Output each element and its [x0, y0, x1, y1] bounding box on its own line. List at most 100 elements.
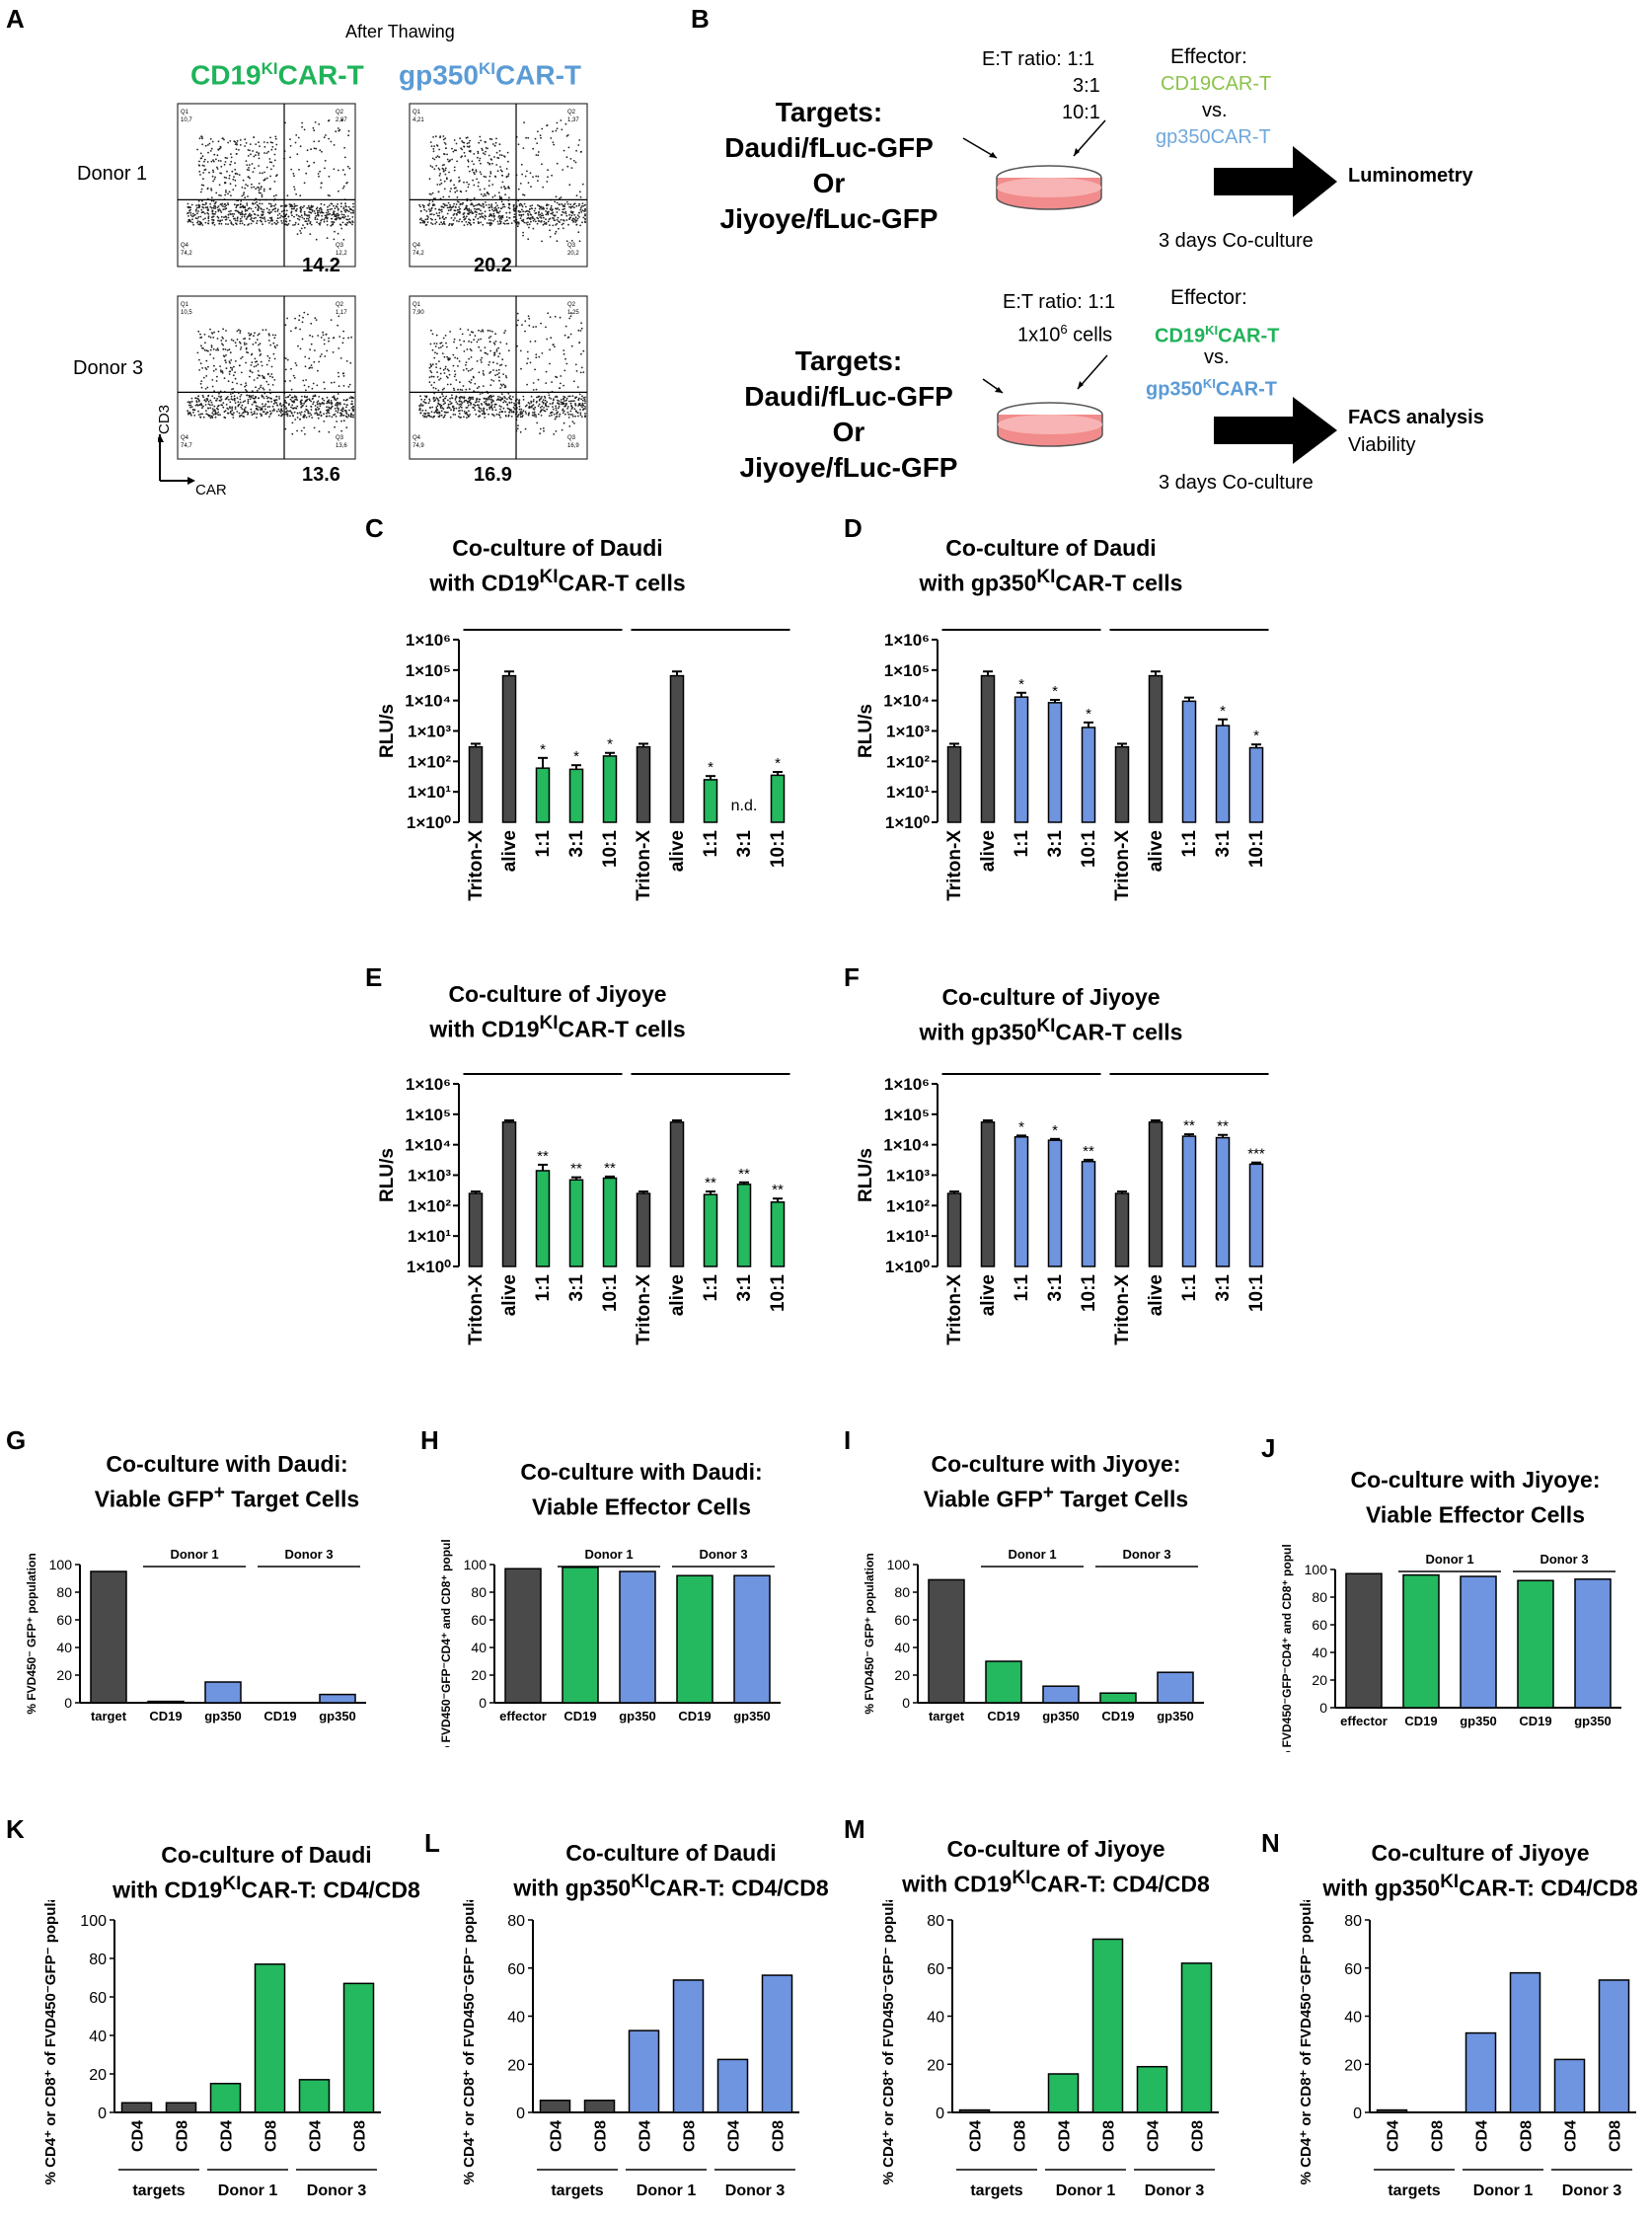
bar [1248, 1163, 1264, 1267]
x-tick-label: CD8 [352, 2120, 369, 2152]
y-tick-label: 1×10⁶ [884, 631, 930, 650]
chart-g: 0 20 40 60 80 100 % FVD450⁻ GFP⁺ population Don… [25, 1547, 366, 1723]
bar [501, 1121, 517, 1267]
x-tick-label: CD19 [1519, 1714, 1551, 1728]
bar [535, 767, 551, 823]
flow-value-d3-gp350: 16.9 [474, 464, 512, 486]
bar [147, 1700, 185, 1704]
y-tick-label: 20 [927, 2057, 944, 2074]
bar [568, 1179, 584, 1267]
svg-text:Q1: Q1 [413, 110, 421, 115]
bar [1215, 725, 1231, 823]
y-tick-label: 0 [902, 1695, 910, 1711]
group-label: Donor 1 [637, 2182, 697, 2199]
bar [120, 2102, 153, 2113]
x-tick-label: 1:1 [533, 830, 554, 858]
bar [562, 1567, 599, 1704]
significance-label: ** [537, 1148, 549, 1165]
x-tick-label: 1:1 [1012, 1274, 1032, 1302]
y-tick-label: 1×10⁶ [406, 1075, 451, 1094]
bar [958, 2108, 991, 2113]
col1-title: CD19KICAR-T [190, 59, 364, 91]
x-tick-label: 3:1 [1213, 1274, 1234, 1302]
y-tick-label: 20 [894, 1667, 910, 1683]
flow-cytometry-plots: Q1 10,7 Q2 2,87 Q4 74,2 Q3 12,2 Q1 4,21 Q2 1,37 Q4 74… [177, 103, 588, 460]
y-tick-label: 20 [1312, 1672, 1327, 1688]
y-axis-label: % CD4⁺ or CD8⁺ of FVD450⁻GFP⁻ population [1298, 1900, 1314, 2184]
group-label: Donor 3 [1562, 2182, 1622, 2199]
svg-text:74,2: 74,2 [413, 251, 424, 257]
b-bottom-eff1: CD19KICAR-T [1155, 323, 1280, 347]
bar [468, 745, 484, 823]
bar [1509, 1971, 1541, 2113]
bar [946, 1192, 962, 1267]
bar [90, 1570, 127, 1704]
group-label: Donor 3 [725, 2182, 786, 2199]
x-tick-label: CD19 [678, 1709, 711, 1723]
bar [1047, 702, 1063, 823]
bar [501, 674, 517, 823]
y-tick-label: 100 [887, 1557, 911, 1572]
y-axis-label: % FVD450⁻GFP⁻CD4⁺ and CD8⁺ population [1280, 1545, 1294, 1752]
y-tick-label: 100 [49, 1557, 73, 1572]
y-axis-label: RLU/s [377, 1148, 398, 1202]
significance-label: * [607, 736, 613, 753]
group-label: targets [1388, 2182, 1440, 2199]
x-tick-label: target [91, 1709, 127, 1723]
svg-text:13,6: 13,6 [336, 443, 347, 449]
group-label: Donor 3 [1539, 1552, 1588, 1567]
bar [1180, 1962, 1213, 2113]
chart-n: 0 20 40 60 80 % CD4⁺ or CD8⁺ of FVD450⁻GFP⁻ p… [1298, 1900, 1636, 2199]
flow-y-axis-label: CD3 [156, 404, 173, 434]
svg-text:Q4: Q4 [413, 243, 421, 249]
x-tick-label: 3:1 [734, 830, 755, 858]
y-tick-label: 1×10⁶ [884, 1075, 930, 1094]
panel-letter-c: C [365, 513, 384, 543]
bar [1148, 674, 1164, 823]
significance-label: ** [570, 1161, 582, 1178]
bar [1081, 727, 1096, 823]
group-label: Donor 1 [1008, 1547, 1056, 1562]
y-tick-label: 100 [1305, 1562, 1328, 1577]
nd-label: n.d. [731, 798, 758, 814]
cd-title-m: Co-culture of Jiyoye with CD19KICAR-T: C… [902, 1836, 1210, 1897]
bar [539, 2100, 571, 2113]
bar [1148, 1121, 1164, 1267]
panel-letter-j: J [1261, 1433, 1276, 1463]
y-tick-label: 80 [894, 1584, 910, 1600]
x-tick-label: 1:1 [1012, 830, 1032, 858]
x-tick-label: 10:1 [1079, 1274, 1099, 1312]
col2-title: gp350KICAR-T [399, 59, 582, 91]
donor3-row-label: Donor 3 [73, 357, 144, 379]
y-axis-label: % CD4⁺ or CD8⁺ of FVD450⁻GFP⁻ population [461, 1900, 478, 2184]
bar [1574, 1578, 1612, 1709]
panel-letter-l: L [424, 1828, 440, 1858]
bar [602, 755, 618, 823]
bar [703, 1193, 718, 1267]
svg-text:Q2: Q2 [567, 302, 576, 308]
b-bottom-eff2: gp350KICAR-T [1146, 376, 1278, 401]
x-tick-label: CD8 [263, 2120, 280, 2152]
svg-text:12,2: 12,2 [336, 251, 347, 257]
y-tick-label: 0 [936, 2105, 944, 2122]
bar [669, 1121, 685, 1267]
y-tick-label: 80 [89, 1952, 107, 1968]
x-tick-label: 1:1 [701, 1274, 721, 1302]
x-tick-label: CD19 [1404, 1714, 1437, 1728]
bar [946, 745, 962, 823]
y-tick-label: 1×10¹ [886, 1227, 930, 1246]
svg-text:1,37: 1,37 [567, 117, 579, 123]
b-top-ratio3: 10:1 [1062, 102, 1100, 123]
bar [716, 2058, 749, 2113]
group-label: Donor 3 [699, 1547, 747, 1562]
x-tick-label: alive [667, 830, 688, 872]
significance-label: * [1220, 703, 1226, 720]
y-axis-label: RLU/s [856, 704, 876, 758]
y-axis-label: % FVD450⁻ GFP⁺ population [863, 1553, 876, 1714]
y-tick-label: 0 [64, 1695, 72, 1711]
svg-text:Q3: Q3 [336, 435, 344, 441]
y-tick-label: 40 [1344, 2010, 1362, 2027]
bar [504, 1568, 542, 1704]
x-tick-label: gp350 [204, 1709, 242, 1723]
x-tick-label: gp350 [1157, 1709, 1194, 1723]
